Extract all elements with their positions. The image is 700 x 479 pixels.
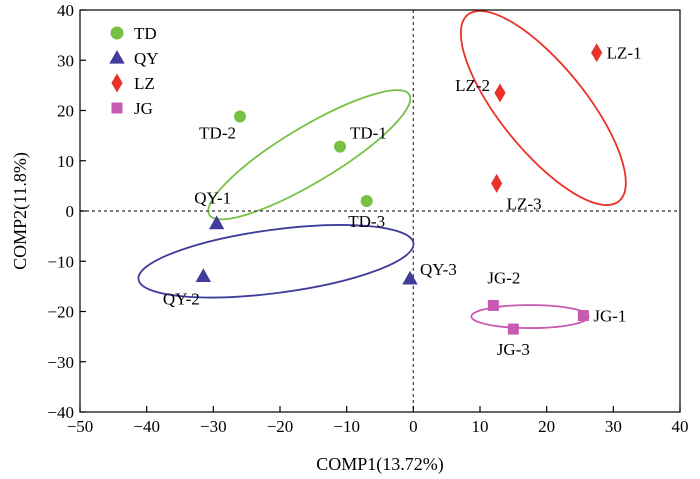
x-tick-label: −20: [267, 417, 294, 436]
label-qy-2: QY-2: [163, 289, 200, 308]
data-points: [195, 43, 603, 335]
x-axis-title: COMP1(13.72%): [316, 454, 444, 475]
y-axis-title: COMP2(11.8%): [10, 152, 31, 270]
label-qy-1: QY-1: [194, 189, 231, 208]
label-jg-1: JG-1: [593, 307, 626, 326]
point-lz-2: [494, 83, 506, 103]
ellipse-td: [207, 89, 412, 221]
x-tick-label: 40: [672, 417, 689, 436]
legend-td-marker: [110, 26, 124, 40]
plot-axes: −50 −40 −30 −20 −10 0 10 20 30 40−40−30−20−100102…: [47, 1, 688, 436]
y-tick-label: −40: [47, 403, 74, 422]
legend-lz-marker: [111, 73, 123, 93]
point-lz-1: [591, 43, 603, 63]
confidence-ellipses: [137, 10, 627, 329]
label-td-1: TD-1: [350, 124, 387, 143]
legend-jg-label: JG: [134, 99, 153, 118]
point-td-3: [360, 194, 373, 207]
label-lz-1: LZ-1: [607, 44, 642, 63]
label-lz-2: LZ-2: [455, 76, 490, 95]
ellipse-qy: [137, 224, 415, 299]
legend-jg-marker: [111, 102, 123, 114]
legend-td-label: TD: [134, 24, 157, 43]
legend-lz-label: LZ: [134, 74, 155, 93]
legend-qy-marker: [109, 49, 125, 64]
y-tick-label: −20: [47, 303, 74, 322]
point-td-2: [234, 110, 246, 123]
y-tick-label: 30: [57, 51, 74, 70]
x-tick-label: 0: [409, 417, 418, 436]
ellipse-lz: [459, 10, 627, 206]
point-qy-1: [208, 215, 225, 230]
x-tick-label: −40: [133, 417, 160, 436]
reference-lines: [80, 10, 680, 412]
x-tick-label: −50: [67, 417, 94, 436]
x-tick-label: −10: [333, 417, 360, 436]
legend-qy-label: QY: [134, 49, 159, 68]
y-tick-label: 10: [57, 152, 74, 171]
x-tick-label: 20: [538, 417, 555, 436]
point-qy-3: [402, 270, 418, 285]
x-tick-label: 10: [472, 417, 489, 436]
label-lz-3: LZ-3: [507, 194, 542, 213]
y-tick-label: 0: [66, 202, 75, 221]
point-jg-1: [577, 310, 589, 322]
point-jg-2: [487, 299, 499, 311]
point-lz-3: [491, 173, 503, 193]
label-jg-2: JG-2: [487, 268, 520, 287]
point-labels: TD-1 TD-2 TD-3 QY-1 QY-2 QY-3 LZ-1 LZ-2 LZ-3 JG-1…: [163, 44, 642, 359]
y-tick-label: −10: [47, 252, 74, 271]
point-qy-2: [195, 268, 212, 282]
x-tick-label: 30: [605, 417, 622, 436]
label-td-3: TD-3: [348, 212, 385, 231]
point-td-1: [334, 140, 346, 153]
y-tick-label: −30: [47, 353, 74, 372]
label-qy-3: QY-3: [420, 260, 457, 279]
legend: TD QY LZ JG: [109, 24, 159, 118]
y-tick-label: 20: [57, 102, 74, 121]
y-tick-label: 40: [57, 1, 74, 20]
point-jg-3: [507, 323, 519, 335]
label-jg-3: JG-3: [497, 340, 530, 359]
label-td-2: TD-2: [199, 124, 236, 143]
x-tick-label: −30: [200, 417, 227, 436]
